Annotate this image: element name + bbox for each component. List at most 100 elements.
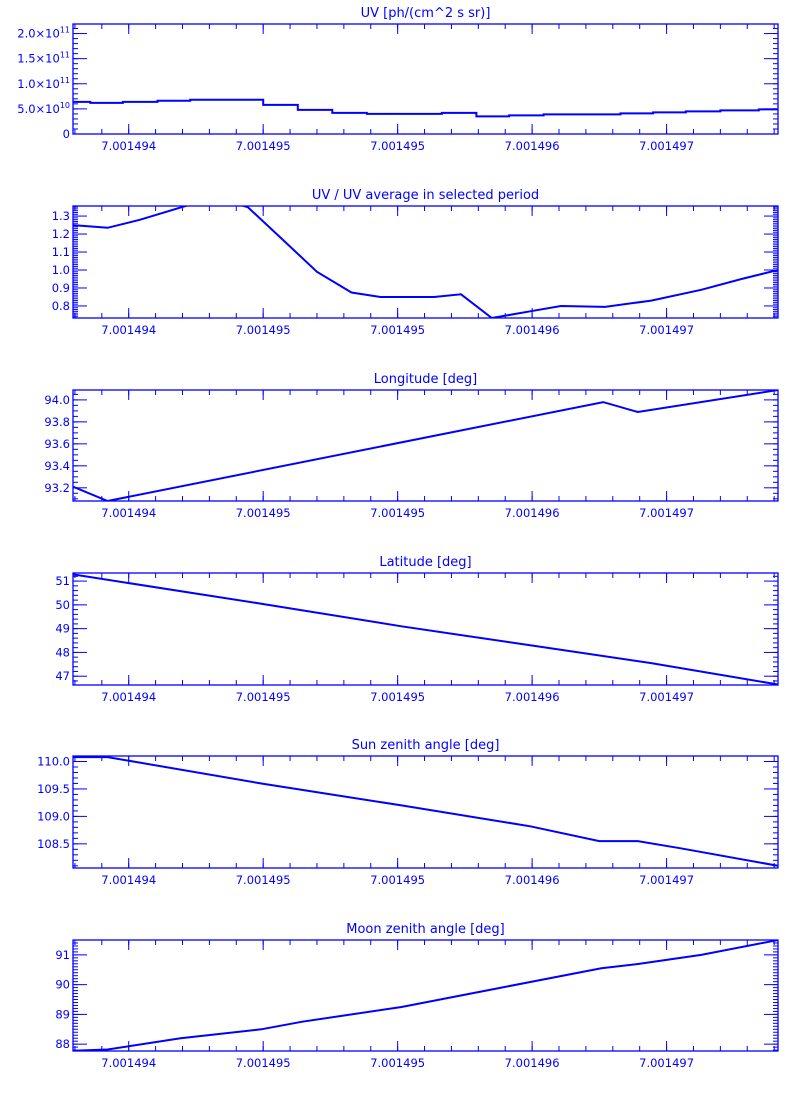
x-tick-label: 7.001497 bbox=[639, 323, 694, 337]
y-tick-mantissa: 5.0×10 bbox=[17, 102, 60, 116]
y-tick-label: 93.8 bbox=[44, 415, 70, 429]
y-tick-mantissa: 1.0×10 bbox=[17, 77, 60, 91]
y-tick-mantissa: 94.0 bbox=[44, 393, 70, 407]
data-line bbox=[73, 98, 778, 118]
y-tick-mantissa: 93.2 bbox=[44, 481, 70, 495]
y-tick-label: 1.1 bbox=[52, 245, 70, 259]
x-tick-label: 7.001497 bbox=[639, 873, 694, 887]
x-tick-label: 7.001495 bbox=[370, 873, 425, 887]
x-tick-label: 7.001496 bbox=[505, 690, 560, 704]
x-tick-label: 7.001497 bbox=[639, 139, 694, 153]
plot-frame bbox=[72, 755, 779, 869]
x-tick-label: 7.001494 bbox=[101, 139, 156, 153]
y-tick-label: 93.6 bbox=[44, 437, 70, 451]
data-line bbox=[73, 756, 778, 867]
y-tick-mantissa: 109.0 bbox=[37, 809, 70, 823]
y-tick-mantissa: 89 bbox=[55, 1007, 70, 1021]
panel-4: Latitude [deg] 7.001494 7.001495 7.001495 7.… bbox=[55, 555, 779, 704]
panel-2: UV / UV average in selected period 7.0014… bbox=[52, 188, 779, 337]
y-tick-label: 1.3 bbox=[52, 209, 70, 223]
y-tick-mantissa: 88 bbox=[55, 1037, 70, 1051]
y-tick-mantissa: 1.3 bbox=[52, 209, 70, 223]
panel-title: UV [ph/(cm^2 s sr)] bbox=[361, 6, 491, 21]
plot-frame bbox=[72, 939, 779, 1052]
x-tick-label: 7.001495 bbox=[236, 323, 291, 337]
y-tick-label: 109.5 bbox=[37, 782, 70, 796]
x-tick-label: 7.001496 bbox=[505, 873, 560, 887]
y-tick-label: 47 bbox=[55, 669, 70, 683]
y-tick-label: 90 bbox=[55, 978, 70, 992]
y-tick-label: 5.0×1010 bbox=[17, 101, 70, 116]
y-tick-mantissa: 109.5 bbox=[37, 782, 70, 796]
plot-frame bbox=[72, 205, 779, 319]
y-tick-mantissa: 0.8 bbox=[52, 299, 70, 313]
data-line bbox=[73, 940, 778, 1051]
y-tick-label: 48 bbox=[55, 645, 70, 659]
y-tick-label: 49 bbox=[55, 622, 70, 636]
y-tick-mantissa: 93.4 bbox=[44, 459, 70, 473]
y-tick-label: 110.0 bbox=[37, 754, 70, 768]
y-tick-exponent: 10 bbox=[60, 101, 70, 110]
y-tick-label: 1.2 bbox=[52, 227, 70, 241]
x-tick-label: 7.001495 bbox=[370, 506, 425, 520]
y-tick-exponent: 11 bbox=[60, 26, 70, 35]
x-tick-label: 7.001496 bbox=[505, 139, 560, 153]
y-tick-mantissa: 108.5 bbox=[37, 837, 70, 851]
panel-6: Moon zenith angle [deg] 7.001494 7.001495 7… bbox=[55, 922, 779, 1070]
y-tick-exponent: 11 bbox=[60, 51, 70, 60]
panel-1: UV [ph/(cm^2 s sr)] 7.001494 7.001495 7.001… bbox=[17, 6, 779, 153]
x-tick-label: 7.001495 bbox=[236, 873, 291, 887]
x-tick-label: 7.001494 bbox=[101, 323, 156, 337]
y-tick-label: 94.0 bbox=[44, 393, 70, 407]
y-tick-mantissa: 2.0×10 bbox=[17, 27, 60, 41]
y-tick-mantissa: 49 bbox=[55, 622, 70, 636]
x-tick-label: 7.001495 bbox=[236, 690, 291, 704]
x-tick-label: 7.001494 bbox=[101, 873, 156, 887]
y-tick-mantissa: 0 bbox=[63, 127, 70, 141]
x-tick-label: 7.001495 bbox=[236, 139, 291, 153]
x-tick-label: 7.001494 bbox=[101, 506, 156, 520]
y-tick-mantissa: 1.5×10 bbox=[17, 52, 60, 66]
x-tick-label: 7.001495 bbox=[236, 1056, 291, 1070]
x-tick-label: 7.001495 bbox=[370, 690, 425, 704]
y-tick-label: 108.5 bbox=[37, 837, 70, 851]
y-tick-label: 0.9 bbox=[52, 281, 70, 295]
x-tick-label: 7.001496 bbox=[505, 323, 560, 337]
y-tick-label: 89 bbox=[55, 1007, 70, 1021]
x-tick-label: 7.001496 bbox=[505, 506, 560, 520]
y-tick-label: 93.4 bbox=[44, 459, 70, 473]
panel-title: Longitude [deg] bbox=[374, 372, 477, 387]
y-tick-mantissa: 1.0 bbox=[52, 263, 70, 277]
y-tick-mantissa: 93.6 bbox=[44, 437, 70, 451]
x-tick-label: 7.001497 bbox=[639, 1056, 694, 1070]
y-tick-label: 93.2 bbox=[44, 481, 70, 495]
x-tick-label: 7.001497 bbox=[639, 690, 694, 704]
data-line bbox=[73, 206, 778, 318]
y-tick-mantissa: 0.9 bbox=[52, 281, 70, 295]
x-tick-label: 7.001494 bbox=[101, 690, 156, 704]
x-tick-label: 7.001495 bbox=[370, 1056, 425, 1070]
panel-5: Sun zenith angle [deg] 7.001494 7.001495 7.… bbox=[37, 738, 779, 887]
y-tick-mantissa: 110.0 bbox=[37, 754, 70, 768]
y-tick-label: 88 bbox=[55, 1037, 70, 1051]
y-tick-label: 50 bbox=[55, 598, 70, 612]
y-tick-mantissa: 90 bbox=[55, 978, 70, 992]
y-tick-mantissa: 47 bbox=[55, 669, 70, 683]
y-tick-label: 109.0 bbox=[37, 809, 70, 823]
y-tick-mantissa: 50 bbox=[55, 598, 70, 612]
panel-title: UV / UV average in selected period bbox=[312, 188, 539, 203]
panel-title: Moon zenith angle [deg] bbox=[346, 922, 504, 937]
panel-3: Longitude [deg] 7.001494 7.001495 7.001495 7… bbox=[44, 372, 779, 520]
y-tick-mantissa: 93.8 bbox=[44, 415, 70, 429]
y-tick-label: 51 bbox=[55, 574, 70, 588]
y-tick-mantissa: 51 bbox=[55, 574, 70, 588]
y-tick-mantissa: 1.1 bbox=[52, 245, 70, 259]
y-tick-mantissa: 48 bbox=[55, 645, 70, 659]
y-tick-label: 2.0×1011 bbox=[17, 26, 70, 41]
x-tick-label: 7.001495 bbox=[370, 139, 425, 153]
x-tick-label: 7.001497 bbox=[639, 506, 694, 520]
y-tick-mantissa: 91 bbox=[55, 948, 70, 962]
y-tick-label: 91 bbox=[55, 948, 70, 962]
